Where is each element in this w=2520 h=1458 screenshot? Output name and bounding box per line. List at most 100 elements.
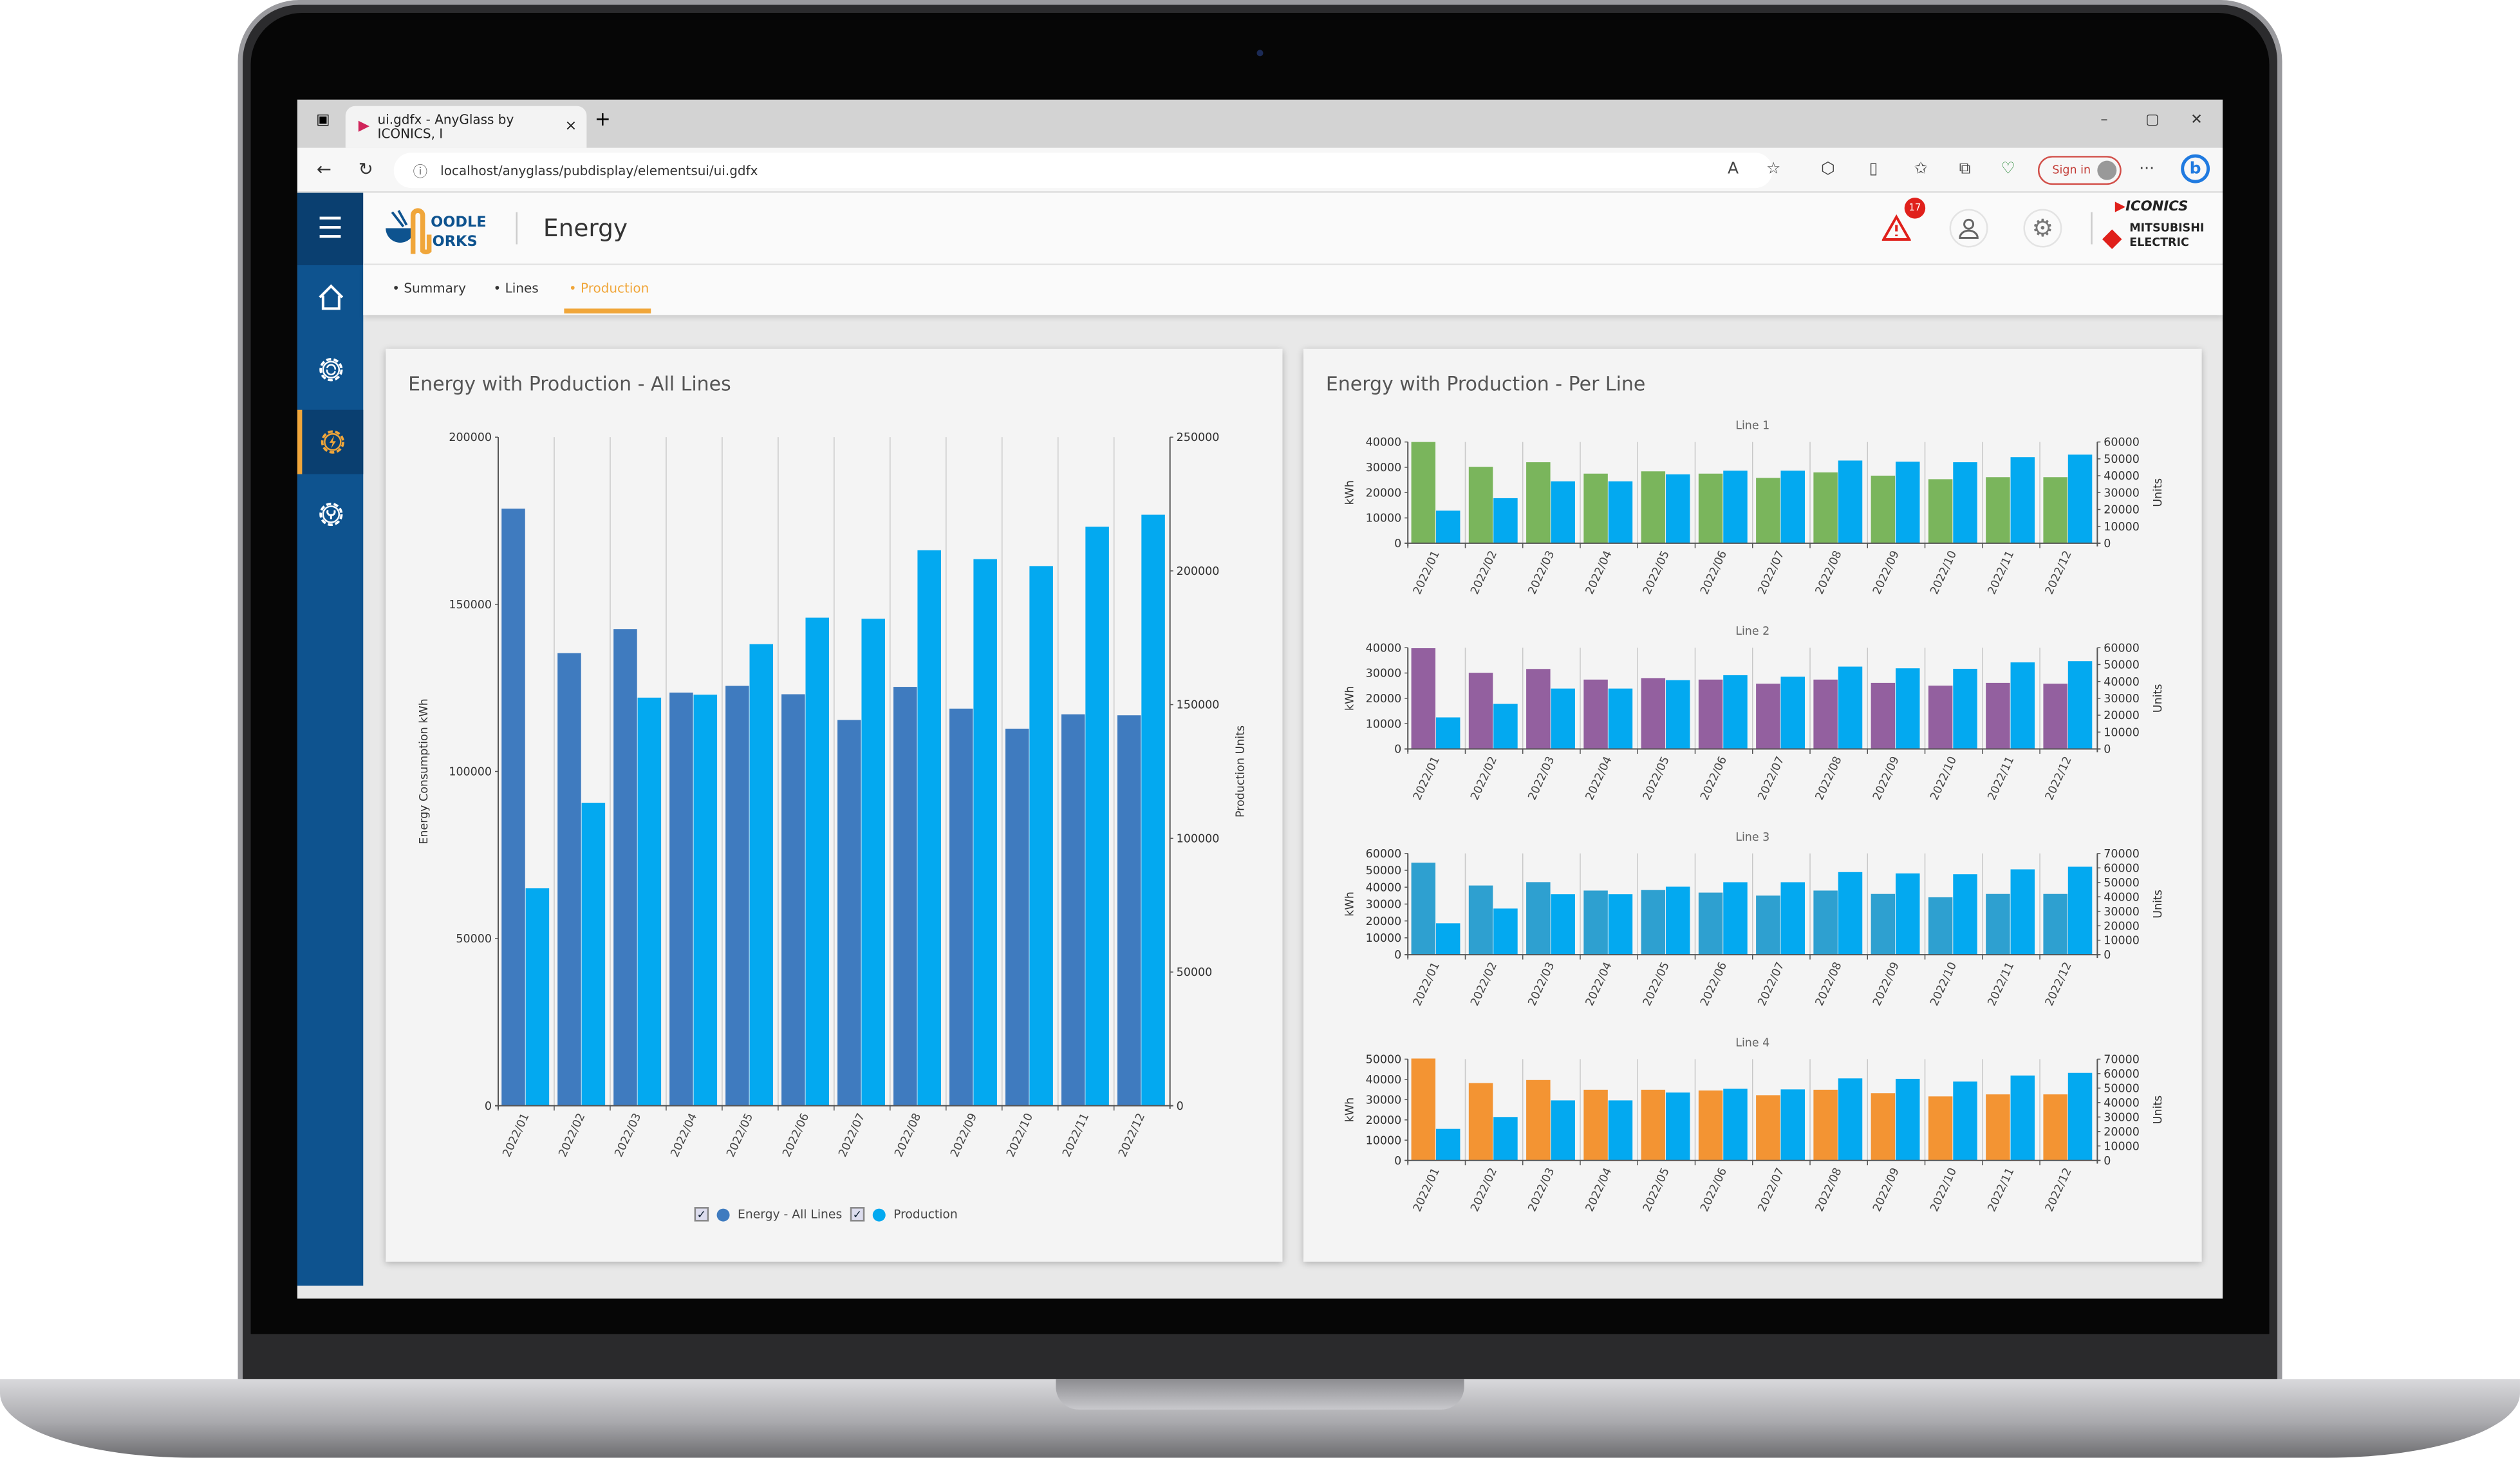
x-tick-label: 2022/05 [1641, 549, 1672, 597]
extensions-icon[interactable]: ⬡ [1820, 160, 1835, 179]
y-tick-label: 200000 [449, 431, 492, 444]
browser-essentials-icon[interactable]: ♡ [2001, 160, 2015, 179]
browser-tab[interactable]: ▶ ui.gdfx - AnyGlass by ICONICS, I × [345, 106, 587, 148]
copilot-icon[interactable]: b [2181, 154, 2210, 183]
new-tab-button[interactable]: + [594, 107, 611, 131]
y2-tick-label: 60000 [2104, 1068, 2140, 1081]
bar-production-8 [973, 559, 997, 1106]
laptop-notch [1056, 1379, 1464, 1410]
tab-lines[interactable]: • Lines [493, 281, 539, 296]
bar-production-2 [1551, 481, 1575, 543]
bar-production-5 [1723, 1089, 1748, 1161]
bar-energy-0 [1411, 442, 1436, 543]
y-tick-label: 0 [1394, 1155, 1401, 1168]
restore-button[interactable]: ▢ [2145, 112, 2160, 129]
x-tick-label: 2022/10 [1004, 1111, 1036, 1159]
y2-tick-label: 20000 [2104, 504, 2140, 517]
bar-energy-8 [1871, 1093, 1896, 1161]
y2-tick-label: 70000 [2104, 1054, 2140, 1067]
legend-energy-checkbox[interactable]: ✓ [694, 1207, 709, 1222]
bar-production-2 [1551, 1100, 1575, 1161]
hamburger-menu-icon[interactable]: ☰ [297, 192, 364, 265]
x-tick-label: 2022/02 [557, 1111, 588, 1159]
alarms-button[interactable] [1877, 209, 1916, 248]
y2-tick-label: 10000 [2104, 521, 2140, 534]
bar-energy-1 [1468, 467, 1493, 543]
bar-energy-6 [1756, 684, 1780, 749]
chart-subtitle: Line 3 [1735, 831, 1769, 844]
bar-production-11 [2067, 661, 2093, 749]
settings-button[interactable]: ⚙ [2023, 209, 2062, 248]
bar-energy-1 [1468, 885, 1493, 955]
x-tick-label: 2022/11 [1986, 754, 2017, 802]
y2-tick-label: 60000 [2104, 862, 2140, 875]
collections-icon[interactable]: ⧉ [1959, 160, 1971, 179]
sidebar-item-home[interactable] [297, 265, 363, 330]
legend-energy-label[interactable]: Energy - All Lines [738, 1207, 843, 1222]
y2-tick-label: 50000 [1177, 966, 1213, 979]
back-icon[interactable]: ← [316, 159, 331, 180]
read-aloud-icon[interactable]: A [1728, 160, 1739, 179]
user-button[interactable] [1949, 209, 1988, 248]
split-screen-icon[interactable]: ▯ [1869, 160, 1878, 179]
bar-production-8 [1896, 873, 1920, 955]
y2-tick-label: 0 [2104, 537, 2111, 550]
tab-summary[interactable]: • Summary [392, 281, 466, 296]
sign-in-button[interactable]: Sign in [2037, 156, 2122, 185]
legend-production-label[interactable]: Production [893, 1207, 958, 1222]
legend-production-checkbox[interactable]: ✓ [850, 1207, 865, 1222]
x-tick-label: 2022/10 [1928, 549, 1959, 597]
x-tick-label: 2022/09 [1871, 1166, 1902, 1213]
bar-production-0 [525, 888, 550, 1106]
sidebar-item-maintenance[interactable] [297, 482, 363, 547]
bar-production-6 [1780, 677, 1805, 749]
url-text: localhost/anyglass/pubdisplay/elementsui… [440, 163, 758, 178]
bar-production-11 [2067, 1072, 2093, 1161]
bar-production-3 [1608, 894, 1633, 955]
y-tick-label: 60000 [1366, 848, 1402, 861]
refresh-icon[interactable]: ↻ [358, 159, 373, 180]
url-input[interactable]: ⓘ localhost/anyglass/pubdisplay/elements… [393, 153, 1773, 189]
x-tick-label: 2022/06 [780, 1111, 812, 1159]
bar-energy-11 [2043, 684, 2067, 749]
sub-navigation: • Summary • Lines • Production [363, 265, 2223, 315]
chart-3: Line 30100002000030000400005000060000010… [1343, 831, 2165, 1008]
sidebar-item-energy[interactable] [297, 409, 364, 474]
bar-energy-4 [1641, 471, 1666, 543]
bar-energy-0 [1411, 648, 1436, 749]
bar-energy-0 [1411, 1058, 1436, 1161]
x-tick-label: 2022/01 [1411, 754, 1442, 802]
y2-tick-label: 0 [2104, 1155, 2111, 1168]
close-window-button[interactable]: ✕ [2190, 112, 2203, 129]
bar-production-4 [749, 644, 774, 1106]
y-tick-label: 30000 [1366, 1094, 1402, 1107]
bar-energy-1 [1468, 673, 1493, 749]
y-tick-label: 20000 [1366, 915, 1402, 928]
x-tick-label: 2022/11 [1060, 1111, 1092, 1159]
all-lines-card: Energy with Production - All Lines 0 5000… [386, 348, 1283, 1262]
x-tick-label: 2022/07 [1756, 960, 1787, 1008]
bar-energy-0 [501, 509, 525, 1106]
bar-energy-4 [1641, 1089, 1666, 1161]
minimize-button[interactable]: – [2100, 112, 2108, 129]
bar-production-3 [1608, 688, 1633, 749]
y2-tick-label: 50000 [2104, 877, 2140, 890]
x-tick-label: 2022/09 [1871, 960, 1902, 1008]
favorites-icon[interactable]: ✩ [1914, 160, 1928, 179]
x-tick-label: 2022/12 [2043, 549, 2075, 597]
bar-energy-5 [1698, 679, 1723, 749]
tab-production[interactable]: • Production [568, 281, 649, 296]
tab-close-icon[interactable]: × [565, 118, 577, 135]
chart-subtitle: Line 2 [1735, 625, 1769, 638]
y-axis-title: kWh [1343, 686, 1356, 711]
sidebar-item-settings-sync[interactable] [297, 337, 363, 402]
y2-axis-title: Units [2152, 890, 2165, 919]
y2-tick-label: 40000 [2104, 676, 2140, 689]
bar-energy-8 [1871, 475, 1896, 543]
favorite-icon[interactable]: ☆ [1766, 160, 1781, 179]
x-tick-label: 2022/10 [1928, 960, 1959, 1008]
x-tick-label: 2022/04 [1583, 549, 1615, 597]
tab-actions-icon[interactable]: ▣ [316, 112, 330, 129]
more-menu-icon[interactable]: ··· [2139, 160, 2155, 179]
info-icon: ⓘ [413, 164, 428, 181]
